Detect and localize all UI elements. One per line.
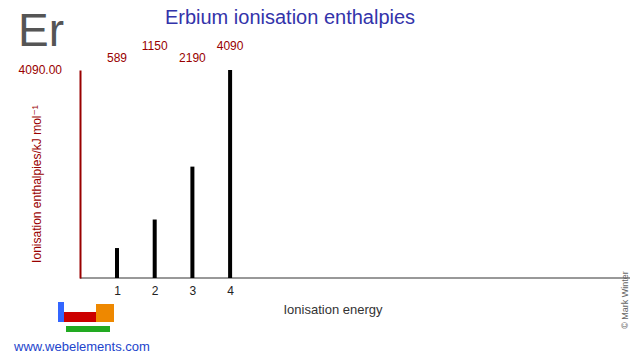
y-axis-line (80, 71, 82, 279)
data-label: 1150 (142, 39, 168, 53)
chart: Er Erbium ionisation enthalpies 4090.00 1 2 3… (0, 0, 640, 360)
y-tick: 4090.00 (19, 63, 80, 77)
source: www.webelements.com (13, 339, 150, 354)
bar (115, 248, 119, 278)
data-label: 2190 (179, 51, 206, 65)
data-labels: 589 1150 2190 4090 (107, 39, 244, 65)
bar (228, 70, 232, 278)
x-tick-label: 3 (190, 284, 197, 298)
credit: © Mark Winter (620, 271, 630, 329)
icon-block (58, 302, 64, 322)
x-axis: 1 2 3 4 (114, 278, 234, 298)
data-label: 589 (107, 51, 127, 65)
bar (153, 220, 157, 278)
icon-block (96, 304, 114, 322)
x-baseline (80, 278, 630, 279)
x-tick: 1 (114, 278, 121, 298)
bar (190, 167, 194, 278)
icon-block (66, 326, 110, 332)
bars (115, 70, 232, 278)
y-axis-title: Ionisation enthalpies/kJ mol⁻¹ (30, 105, 44, 263)
y-axis: 4090.00 (19, 63, 81, 278)
y-tick-label: 4090.00 (19, 63, 63, 77)
element-symbol: Er (18, 4, 64, 56)
x-tick-label: 1 (114, 284, 121, 298)
x-tick-label: 2 (152, 284, 159, 298)
x-axis-title: Ionisation energy (283, 302, 383, 317)
title: Erbium ionisation enthalpies (165, 6, 415, 28)
icon-block (64, 312, 96, 322)
x-tick: 3 (190, 278, 197, 298)
x-tick-label: 4 (227, 284, 234, 298)
periodic-table-icon (58, 302, 114, 332)
x-tick: 4 (227, 278, 234, 298)
data-label: 4090 (217, 39, 244, 53)
x-tick: 2 (152, 278, 159, 298)
